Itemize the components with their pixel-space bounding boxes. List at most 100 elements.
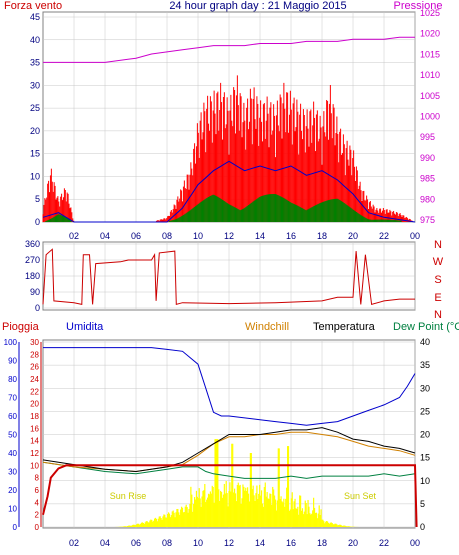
panel-meteo-series [42,347,418,528]
dir-tick-label: 180 [25,271,40,281]
temp-tick-label: 5 [420,499,425,509]
rain-tick-label: 4 [35,498,40,507]
rain-tick-label: 26 [30,363,39,372]
solar-bars [113,439,361,527]
pressure-tick-label: 1020 [420,29,440,39]
hour-tick-label: 02 [69,231,79,241]
dir-tick-label: 0 [35,303,40,313]
pressure-tick-label: 1000 [420,112,440,122]
pressure-tick-label: 990 [420,153,435,163]
rain-tick-label: 8 [35,474,40,483]
humidity-tick-label: 60 [8,412,17,421]
wind-tick-label: 20 [30,126,40,136]
hour-tick-label: 12 [224,231,234,241]
rain-tick-label: 14 [30,437,39,446]
sun-set-label: Sun Set [344,491,377,501]
hour-tick-label: 12 [224,538,234,548]
hour-tick-label: 18 [317,231,327,241]
hour-tick-label: 20 [348,538,358,548]
pressure-tick-label: 975 [420,215,435,225]
hour-tick-label: 10 [193,231,203,241]
rain-tick-label: 2 [35,511,40,520]
header-left: Forza vento [4,0,62,12]
humidity-tick-label: 10 [8,505,17,514]
title-umidita: Umidita [66,321,104,333]
panel-wind-series [42,36,416,223]
compass-letter: E [434,292,441,304]
panel-meteo-x-axis: 02 04 06 08 10 12 14 16 18 20 22 00 [69,538,420,548]
panel-wind-right-axis: 1025 1020 1015 1010 1005 1000 995 990 985 980 975 [420,8,440,225]
wind-tick-label: 30 [30,80,40,90]
dir-tick-label: 360 [25,239,40,249]
panel-direction-left-axis: 360 270 180 90 0 [25,239,40,313]
hour-tick-label: 22 [379,231,389,241]
wind-tick-label: 35 [30,58,40,68]
compass-letter: W [433,256,444,268]
rain-tick-label: 18 [30,412,39,421]
dir-tick-label: 90 [30,287,40,297]
temp-tick-label: 25 [420,406,430,416]
compass-letter: N [434,239,442,251]
sun-rise-label: Sun Rise [110,491,147,501]
dewpoint-line [42,461,416,479]
hour-tick-label: 00 [410,231,420,241]
temp-tick-label: 30 [420,383,430,393]
rain-tick-label: 22 [30,387,39,396]
rain-tick-label: 10 [30,461,39,470]
title-pioggia: Pioggia [2,321,40,333]
pressure-tick-label: 1025 [420,8,440,18]
pressure-tick-label: 1005 [420,91,440,101]
humidity-tick-label: 100 [4,338,18,347]
hour-tick-label: 04 [100,538,110,548]
humidity-line [43,347,416,426]
rain-tick-label: 0 [35,523,40,532]
hour-tick-label: 08 [162,538,172,548]
wind-tick-label: 40 [30,35,40,45]
compass-letter: N [434,309,442,321]
title-temperatura: Temperatura [313,321,376,333]
pressure-tick-label: 995 [420,132,435,142]
pressure-tick-label: 1010 [420,70,440,80]
pressure-tick-label: 980 [420,194,435,204]
hour-tick-label: 16 [286,231,296,241]
hour-tick-label: 14 [255,231,265,241]
hour-tick-label: 14 [255,538,265,548]
title-dew-point: Dew Point (°C [393,321,459,333]
hour-tick-label: 04 [100,231,110,241]
hour-tick-label: 16 [286,538,296,548]
humidity-tick-label: 20 [8,486,17,495]
temp-tick-label: 0 [420,522,425,532]
wind-tick-label: 10 [30,171,40,181]
humidity-tick-label: 30 [8,468,17,477]
panel-direction-series [42,248,415,306]
temp-tick-label: 20 [420,430,430,440]
compass-letter: S [434,274,441,286]
panel-wind-left-axis: 45 40 35 30 25 20 15 10 5 0 [30,12,40,227]
hour-tick-label: 18 [317,538,327,548]
dir-tick-label: 270 [25,255,40,265]
header-right: Pressione [394,0,443,12]
panel-wind-x-axis: 02 04 06 08 10 12 14 16 18 20 22 00 [69,231,420,241]
humidity-tick-label: 90 [8,357,17,366]
hour-tick-label: 06 [131,538,141,548]
temp-tick-label: 40 [420,337,430,347]
hour-tick-label: 20 [348,231,358,241]
hour-tick-label: 06 [131,231,141,241]
wind-tick-label: 0 [35,217,40,227]
humidity-tick-label: 70 [8,394,17,403]
temp-tick-label: 10 [420,476,430,486]
temp-tick-label: 35 [420,360,430,370]
rain-tick-label: 12 [30,449,39,458]
humidity-tick-label: 40 [8,449,17,458]
temp-axis: 40 35 30 25 20 15 10 5 0 [420,337,430,532]
avg-wind-line [42,160,416,223]
wind-tick-label: 45 [30,12,40,22]
rain-tick-label: 24 [30,375,39,384]
temp-tick-label: 15 [420,453,430,463]
hour-tick-label: 22 [379,538,389,548]
pressure-line [43,36,415,63]
